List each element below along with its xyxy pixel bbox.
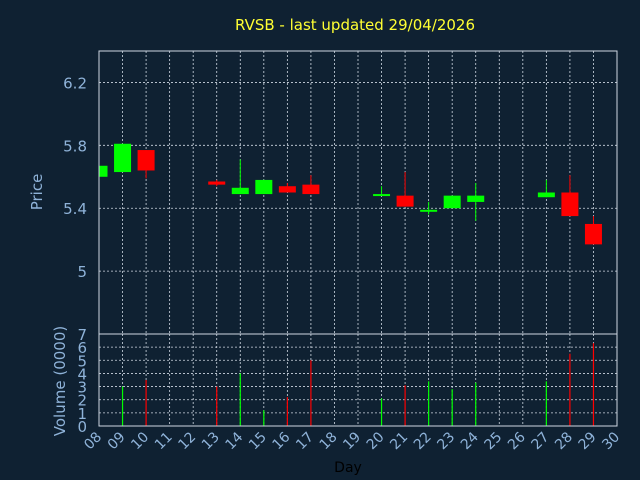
- candle-up: [231, 187, 249, 195]
- volume-tick-label: 0: [77, 418, 87, 436]
- candle-down: [561, 192, 579, 217]
- candle-up: [373, 194, 391, 197]
- volume-tick-label: 5: [77, 352, 87, 370]
- candle-up: [99, 165, 108, 177]
- volume-tick-label: 6: [77, 339, 87, 357]
- candle-down: [302, 184, 320, 195]
- candle-up: [255, 179, 273, 195]
- volume-tick-label: 7: [77, 326, 87, 344]
- candle-up: [420, 209, 438, 212]
- x-axis-label: Day: [334, 460, 362, 476]
- price-tick-label: 5: [77, 263, 87, 281]
- volume-tick-label: 2: [77, 392, 87, 410]
- price-axis-label: Price: [28, 174, 46, 211]
- candle-down: [396, 195, 414, 207]
- volume-tick-label: 1: [77, 405, 87, 423]
- candle-up: [114, 143, 132, 173]
- price-tick-label: 5.4: [63, 200, 87, 218]
- volume-frame: [98, 333, 618, 427]
- price-panel: 5 5.4 5.8 6.2: [63, 50, 618, 335]
- candle-up: [443, 195, 461, 209]
- candle-down: [137, 150, 155, 171]
- volume-axis-label: Volume (0000): [51, 326, 69, 436]
- price-tick-label: 5.8: [63, 137, 87, 155]
- chart-title: RVSB - last updated 29/04/2026: [235, 16, 475, 34]
- candle-down: [278, 186, 296, 193]
- price-tick-label: 6.2: [63, 74, 87, 92]
- candle-down: [208, 181, 226, 185]
- volume-tick-label: 3: [77, 379, 87, 397]
- candle-down: [584, 223, 602, 245]
- volume-tick-label: 4: [77, 365, 87, 383]
- candle-up: [537, 192, 555, 198]
- candle-up: [467, 195, 485, 202]
